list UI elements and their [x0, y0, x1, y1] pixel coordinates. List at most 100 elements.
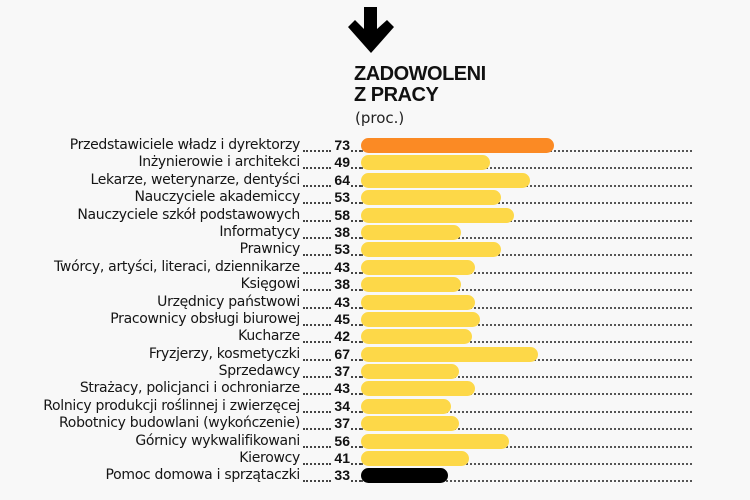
category-label: Inżynierowie i architekci: [138, 154, 300, 171]
dotted-track: [361, 463, 692, 466]
dotted-leader: [303, 323, 332, 326]
bar-row: Nauczyciele akademiccy 53: [0, 189, 750, 206]
dotted-leader: [351, 463, 361, 466]
bar-row: Urzędnicy państwowi 43: [0, 294, 750, 311]
value-label: 43: [334, 380, 350, 397]
bar: [361, 381, 475, 397]
value-label: 67: [334, 345, 350, 362]
dotted-leader: [303, 202, 332, 205]
dotted-track: [361, 428, 692, 431]
bar: [361, 277, 462, 293]
category-label: Robotnicy budowlani (wykończenie): [59, 415, 300, 432]
dotted-leader: [303, 445, 332, 448]
dotted-leader: [303, 306, 332, 309]
value-label: 73: [334, 137, 350, 153]
bar: [361, 451, 470, 467]
dotted-track: [361, 167, 692, 170]
value-label: 38: [334, 276, 350, 293]
category-label: Księgowi: [240, 276, 301, 293]
dotted-leader: [351, 341, 361, 344]
chart-title: ZADOWOLENI Z PRACY: [354, 64, 486, 106]
category-label: Kucharze: [238, 328, 300, 345]
dotted-leader: [351, 376, 361, 379]
category-label: Kierowcy: [239, 450, 300, 467]
dotted-leader: [351, 306, 361, 309]
dotted-leader: [351, 445, 361, 448]
bar: [361, 259, 475, 275]
bar: [361, 433, 509, 449]
dotted-leader: [303, 219, 332, 222]
dotted-leader: [303, 341, 332, 344]
bar: [361, 207, 515, 223]
dotted-leader: [303, 410, 332, 413]
bar-row: Sprzedawcy 37: [0, 363, 750, 380]
bar-chart: Przedstawiciele władz i dyrektorzy 73 Inży…: [0, 137, 750, 485]
category-label: Górnicy wykwalifikowani: [135, 432, 300, 449]
bar-row: Przedstawiciele władz i dyrektorzy 73: [0, 137, 750, 154]
bar: [361, 329, 472, 345]
value-label: 42: [334, 328, 350, 345]
category-label: Nauczyciele akademiccy: [134, 189, 300, 206]
bar-row: Lekarze, weterynarze, dentyści 64: [0, 172, 750, 189]
category-label: Sprzedawcy: [218, 363, 301, 380]
dotted-track: [361, 306, 692, 309]
dotted-leader: [303, 236, 332, 239]
bar-row: Górnicy wykwalifikowani 56: [0, 433, 750, 450]
category-label: Przedstawiciele władz i dyrektorzy: [69, 137, 301, 153]
unit-label: (proc.): [355, 109, 405, 127]
bar: [361, 172, 530, 188]
dotted-leader: [351, 289, 361, 292]
category-label: Informatycy: [219, 223, 300, 240]
dotted-track: [361, 393, 692, 396]
bar: [361, 224, 462, 240]
bar: [361, 242, 501, 258]
dotted-leader: [351, 271, 361, 274]
bar-row: Inżynierowie i architekci 49: [0, 154, 750, 171]
dotted-leader: [351, 358, 361, 361]
dotted-leader: [303, 480, 332, 483]
category-label: Pomoc domowa i sprzątaczki: [105, 467, 300, 484]
dotted-track: [361, 480, 692, 483]
dotted-leader: [303, 393, 332, 396]
bar: [361, 190, 501, 206]
value-label: 56: [334, 432, 350, 449]
dotted-leader: [303, 289, 332, 292]
bar: [361, 138, 554, 153]
bar-row: Kierowcy 41: [0, 450, 750, 467]
dotted-track: [361, 289, 692, 292]
dotted-track: [361, 410, 692, 413]
value-label: 41: [334, 450, 350, 467]
category-label: Prawnicy: [239, 241, 301, 258]
dotted-leader: [303, 463, 332, 466]
dotted-leader: [303, 150, 332, 152]
value-label: 43: [334, 258, 350, 275]
bar-row: Rolnicy produkcji roślinnej i zwierzęcej…: [0, 398, 750, 415]
bar-row: Pomoc domowa i sprzątaczki 33: [0, 467, 750, 484]
bar: [361, 398, 451, 414]
category-label: Rolnicy produkcji roślinnej i zwierzęcej: [43, 397, 300, 414]
bar: [361, 364, 459, 380]
category-label: Strażacy, policjanci i ochroniarze: [79, 380, 300, 397]
category-label: Fryzjerzy, kosmetyczki: [148, 345, 300, 362]
bar-row: Pracownicy obsługi biurowej 45: [0, 311, 750, 328]
dotted-leader: [351, 254, 361, 257]
value-label: 33: [334, 467, 350, 484]
dotted-track: [361, 219, 692, 222]
dotted-track: [361, 254, 692, 257]
bar: [361, 155, 491, 171]
bar-row: Strażacy, policjanci i ochroniarze 43: [0, 380, 750, 397]
value-label: 49: [334, 154, 350, 171]
value-label: 58: [334, 206, 350, 223]
value-label: 37: [334, 363, 350, 380]
value-label: 38: [334, 223, 350, 240]
dotted-leader: [351, 428, 361, 431]
bar-row: Kucharze 42: [0, 328, 750, 345]
dotted-leader: [351, 150, 361, 152]
value-label: 64: [334, 171, 350, 188]
value-label: 53: [334, 241, 350, 258]
dotted-leader: [303, 271, 332, 274]
dotted-leader: [303, 254, 332, 257]
dotted-leader: [351, 393, 361, 396]
bar-row: Robotnicy budowlani (wykończenie) 37: [0, 415, 750, 432]
bar: [361, 416, 459, 432]
